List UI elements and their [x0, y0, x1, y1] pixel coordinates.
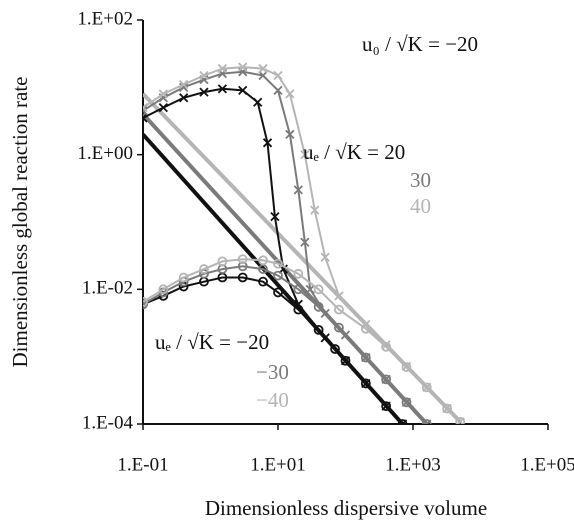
marker-cross	[199, 70, 209, 81]
marker-circle	[313, 284, 324, 295]
marker-circle	[313, 301, 324, 312]
y-tick-label: 1.E+02	[77, 8, 133, 29]
marker-circle	[273, 287, 283, 298]
marker-circle	[178, 272, 189, 283]
y-axis-label: Dimensionless global reaction rate	[8, 77, 32, 368]
x-tick-label: 1.E+03	[385, 454, 441, 475]
marker-circle	[158, 284, 169, 295]
marker-circle	[143, 297, 148, 307]
marker-cross	[217, 84, 228, 94]
marker-circle	[237, 254, 248, 265]
marker-circle	[237, 272, 248, 283]
marker-cross	[285, 89, 295, 99]
marker-cross	[273, 85, 283, 96]
curve	[143, 276, 404, 424]
marker-cross	[238, 62, 248, 72]
marker-circle	[293, 284, 304, 295]
marker-circle	[273, 258, 283, 269]
marker-circle	[340, 355, 351, 366]
marker-cross	[285, 129, 295, 140]
marker-circle	[273, 270, 283, 281]
marker-circle	[360, 323, 371, 334]
marker-circle	[258, 276, 268, 287]
marker-cross	[238, 85, 248, 96]
marker-circle	[381, 341, 392, 352]
marker-cross	[381, 340, 391, 350]
marker-cross	[305, 284, 315, 294]
marker-cross	[199, 87, 209, 97]
marker-circle	[237, 261, 248, 272]
marker-circle	[421, 419, 432, 424]
marker-cross	[310, 205, 320, 215]
plot-area	[143, 62, 466, 424]
curve	[143, 258, 461, 423]
x-tick-label: 1.E-01	[117, 454, 168, 475]
marker-circle	[381, 374, 392, 385]
marker-cross	[293, 185, 303, 195]
annotation: u₀ / √K = −20	[362, 32, 478, 56]
marker-circle	[401, 397, 412, 408]
marker-circle	[397, 419, 408, 424]
marker-circle	[442, 403, 452, 414]
annotation: uₑ / √K = 20	[303, 140, 405, 164]
marker-circle	[381, 401, 392, 412]
marker-cross	[143, 102, 148, 113]
marker-circle	[313, 324, 324, 335]
marker-cross	[258, 63, 268, 74]
marker-cross	[262, 138, 273, 148]
marker-circle	[217, 256, 228, 267]
annotation: −40	[256, 388, 289, 412]
marker-cross	[300, 237, 310, 247]
marker-cross	[334, 291, 344, 301]
marker-cross	[143, 113, 148, 123]
marker-circle	[360, 352, 371, 363]
y-tick-label: 1.E-04	[82, 412, 134, 433]
marker-cross	[273, 70, 283, 81]
marker-circle	[199, 264, 209, 274]
marker-cross	[258, 70, 268, 81]
marker-circle	[334, 322, 344, 333]
x-tick-label: 1.E+05	[520, 454, 574, 475]
marker-cross	[179, 79, 189, 90]
marker-circle	[330, 344, 340, 354]
marker-circle	[258, 255, 268, 266]
annotation: −30	[256, 360, 289, 384]
marker-cross	[143, 106, 148, 116]
axes	[137, 19, 549, 430]
marker-cross	[158, 102, 168, 113]
marker-circle	[455, 416, 466, 424]
marker-circle	[421, 382, 432, 393]
annotation: 40	[410, 194, 431, 218]
y-tick-label: 1.E+00	[77, 143, 133, 164]
annotation: uₑ / √K = −20	[155, 330, 269, 354]
marker-cross	[158, 89, 168, 99]
marker-circle	[401, 362, 412, 372]
curve	[143, 265, 428, 424]
marker-cross	[320, 252, 330, 262]
marker-cross	[270, 212, 280, 222]
marker-cross	[217, 63, 228, 74]
x-tick-label: 1.E+01	[250, 454, 306, 475]
marker-circle	[360, 378, 371, 389]
x-axis-label: Dimensionless dispersive volume	[205, 496, 487, 520]
annotation: 30	[410, 168, 431, 192]
marker-circle	[293, 268, 304, 279]
marker-cross	[300, 150, 310, 160]
y-tick-label: 1.E-02	[82, 278, 133, 299]
marker-cross	[253, 97, 263, 107]
marker-circle	[293, 304, 304, 315]
labels: 1.E-04 1.E-02 1.E+00 1.E+02 1.E-01 1.E+01 1.E+…	[77, 8, 574, 475]
marker-circle	[334, 304, 344, 315]
marker-cross	[179, 93, 189, 103]
